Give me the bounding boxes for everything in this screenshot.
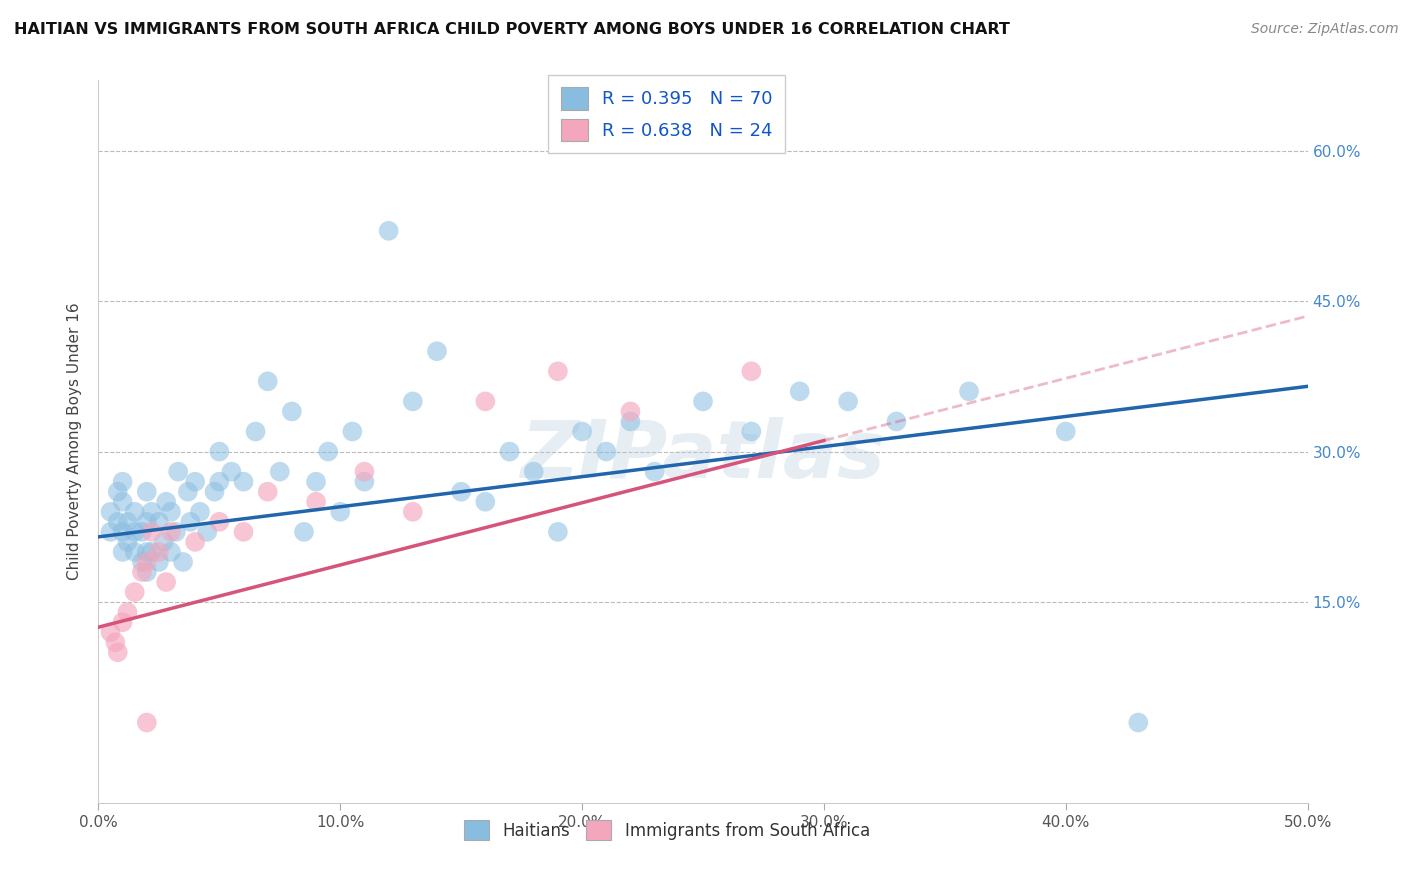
Point	[141, 545, 163, 559]
Point	[167, 465, 190, 479]
Point	[148, 515, 170, 529]
Point	[135, 545, 157, 559]
Point	[160, 505, 183, 519]
Point	[208, 515, 231, 529]
Point	[100, 524, 122, 539]
Point	[957, 384, 980, 399]
Point	[135, 484, 157, 499]
Point	[141, 505, 163, 519]
Point	[184, 535, 207, 549]
Point	[141, 524, 163, 539]
Point	[152, 535, 174, 549]
Point	[837, 394, 859, 409]
Point	[221, 465, 243, 479]
Point	[111, 494, 134, 508]
Point	[188, 505, 211, 519]
Point	[107, 484, 129, 499]
Point	[547, 524, 569, 539]
Point	[245, 425, 267, 439]
Point	[498, 444, 520, 458]
Point	[131, 555, 153, 569]
Text: Source: ZipAtlas.com: Source: ZipAtlas.com	[1251, 22, 1399, 37]
Point	[107, 515, 129, 529]
Point	[208, 444, 231, 458]
Point	[789, 384, 811, 399]
Point	[450, 484, 472, 499]
Point	[117, 605, 139, 619]
Point	[595, 444, 617, 458]
Point	[148, 555, 170, 569]
Point	[135, 515, 157, 529]
Point	[402, 394, 425, 409]
Point	[155, 575, 177, 590]
Point	[619, 404, 641, 418]
Point	[292, 524, 315, 539]
Point	[692, 394, 714, 409]
Point	[111, 545, 134, 559]
Point	[256, 484, 278, 499]
Point	[124, 505, 146, 519]
Point	[342, 425, 364, 439]
Point	[377, 224, 399, 238]
Text: HAITIAN VS IMMIGRANTS FROM SOUTH AFRICA CHILD POVERTY AMONG BOYS UNDER 16 CORREL: HAITIAN VS IMMIGRANTS FROM SOUTH AFRICA …	[14, 22, 1010, 37]
Point	[402, 505, 425, 519]
Point	[117, 515, 139, 529]
Point	[204, 484, 226, 499]
Point	[148, 545, 170, 559]
Point	[177, 484, 200, 499]
Y-axis label: Child Poverty Among Boys Under 16: Child Poverty Among Boys Under 16	[67, 302, 83, 581]
Point	[547, 364, 569, 378]
Point	[353, 475, 375, 489]
Point	[124, 585, 146, 599]
Point	[160, 524, 183, 539]
Point	[353, 465, 375, 479]
Point	[124, 545, 146, 559]
Point	[1054, 425, 1077, 439]
Point	[179, 515, 201, 529]
Point	[1128, 715, 1150, 730]
Point	[886, 414, 908, 429]
Point	[644, 465, 666, 479]
Point	[104, 635, 127, 649]
Point	[100, 505, 122, 519]
Point	[256, 375, 278, 389]
Point	[111, 615, 134, 630]
Point	[135, 555, 157, 569]
Legend: Haitians, Immigrants from South Africa: Haitians, Immigrants from South Africa	[456, 812, 879, 848]
Point	[160, 545, 183, 559]
Point	[135, 565, 157, 579]
Point	[131, 524, 153, 539]
Point	[269, 465, 291, 479]
Point	[426, 344, 449, 359]
Point	[107, 645, 129, 659]
Point	[571, 425, 593, 439]
Point	[305, 475, 328, 489]
Point	[305, 494, 328, 508]
Point	[111, 524, 134, 539]
Text: ZIPatlas: ZIPatlas	[520, 417, 886, 495]
Point	[523, 465, 546, 479]
Point	[740, 425, 762, 439]
Point	[184, 475, 207, 489]
Point	[316, 444, 339, 458]
Point	[329, 505, 352, 519]
Point	[117, 535, 139, 549]
Point	[208, 475, 231, 489]
Point	[124, 524, 146, 539]
Point	[100, 625, 122, 640]
Point	[172, 555, 194, 569]
Point	[740, 364, 762, 378]
Point	[281, 404, 304, 418]
Point	[135, 715, 157, 730]
Point	[155, 494, 177, 508]
Point	[131, 565, 153, 579]
Point	[111, 475, 134, 489]
Point	[232, 524, 254, 539]
Point	[195, 524, 218, 539]
Point	[165, 524, 187, 539]
Point	[474, 394, 496, 409]
Point	[619, 414, 641, 429]
Point	[474, 494, 496, 508]
Point	[232, 475, 254, 489]
